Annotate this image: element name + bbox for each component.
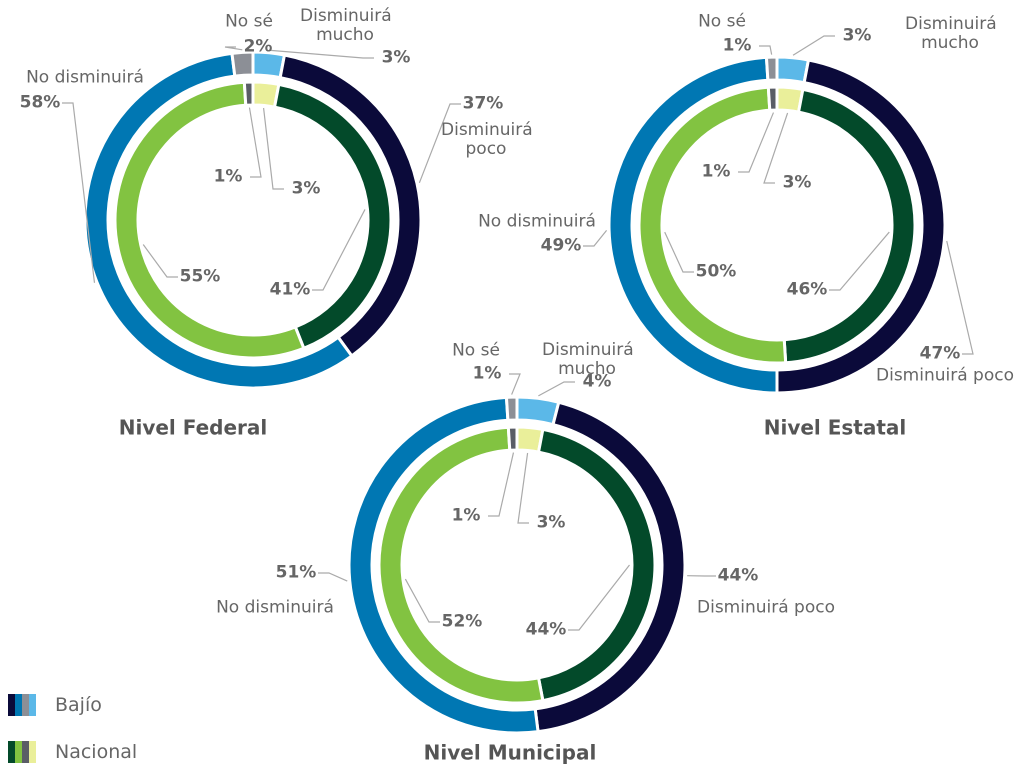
leader-line bbox=[418, 103, 461, 184]
category-label: No sé bbox=[225, 11, 273, 32]
value-label: 49% bbox=[540, 235, 582, 256]
value-label: 44% bbox=[717, 565, 759, 586]
value-label: 55% bbox=[179, 266, 221, 287]
legend-swatch bbox=[29, 741, 36, 763]
legend-label: Nacional bbox=[55, 741, 138, 763]
leader-line bbox=[312, 209, 366, 291]
leader-line bbox=[268, 49, 374, 59]
legend-swatch bbox=[8, 694, 15, 716]
value-label: 3% bbox=[291, 178, 321, 199]
legend-swatch bbox=[15, 694, 22, 716]
category-label: Disminuirá mucho bbox=[300, 6, 392, 45]
category-label: Disminuirá poco bbox=[876, 365, 1014, 386]
value-label: 58% bbox=[19, 92, 61, 113]
leader-line bbox=[318, 572, 348, 582]
value-label: 3% bbox=[536, 512, 566, 533]
value-label: 50% bbox=[695, 261, 737, 282]
leader-line bbox=[262, 107, 284, 190]
value-label: 46% bbox=[786, 279, 828, 300]
category-label: No sé bbox=[698, 11, 746, 32]
chart-title: Nivel Municipal bbox=[423, 740, 597, 765]
leader-line bbox=[224, 46, 243, 51]
legend-swatch bbox=[8, 741, 15, 763]
value-label: 3% bbox=[842, 25, 872, 46]
chart-title: Nivel Estatal bbox=[763, 415, 907, 440]
value-label: 1% bbox=[472, 363, 502, 384]
category-label: Disminuirá poco bbox=[697, 597, 835, 618]
donut-segment bbox=[766, 85, 779, 112]
value-label: 1% bbox=[722, 35, 752, 56]
category-label: Disminuirá mucho bbox=[542, 340, 634, 379]
leader-line bbox=[488, 452, 515, 517]
value-label: 1% bbox=[213, 166, 243, 187]
value-label: 4% bbox=[582, 371, 612, 392]
leader-line bbox=[763, 112, 789, 184]
value-label: 41% bbox=[269, 279, 311, 300]
value-label: 52% bbox=[441, 611, 483, 632]
legend-swatch bbox=[29, 694, 36, 716]
leader-line bbox=[509, 373, 521, 395]
donut-segment bbox=[242, 80, 255, 107]
leader-line bbox=[517, 452, 529, 524]
value-label: 37% bbox=[462, 93, 504, 114]
value-label: 2% bbox=[243, 36, 273, 57]
leader-line bbox=[946, 240, 974, 355]
leader-line bbox=[248, 107, 262, 178]
donut-segment bbox=[515, 395, 561, 427]
donut-segment bbox=[230, 50, 255, 78]
leader-line bbox=[583, 229, 608, 247]
category-label: Disminuirá mucho bbox=[905, 14, 997, 53]
category-label: No sé bbox=[452, 340, 500, 361]
chart-title: Nivel Federal bbox=[118, 415, 268, 440]
leader-line bbox=[738, 112, 775, 173]
value-label: 1% bbox=[451, 505, 481, 526]
legend-swatch bbox=[22, 694, 29, 716]
leader-line bbox=[792, 35, 835, 56]
leader-line bbox=[142, 244, 178, 278]
legend-swatch bbox=[15, 741, 22, 763]
leader-line bbox=[404, 578, 440, 623]
leader-line bbox=[664, 231, 694, 273]
donut-segment bbox=[504, 395, 519, 422]
category-label: No disminuirá bbox=[216, 597, 334, 618]
value-label: 1% bbox=[701, 161, 731, 182]
value-label: 3% bbox=[782, 172, 812, 193]
value-label: 51% bbox=[275, 562, 317, 583]
leader-line bbox=[568, 564, 630, 631]
category-label: No disminuirá bbox=[26, 67, 144, 88]
leader-line bbox=[829, 231, 890, 291]
value-label: 44% bbox=[525, 619, 567, 640]
leader-line bbox=[759, 45, 773, 55]
legend-swatch bbox=[22, 741, 29, 763]
category-label: No disminuirá bbox=[478, 211, 596, 232]
value-label: 47% bbox=[919, 343, 961, 364]
donut-segment bbox=[764, 55, 779, 82]
leader-line bbox=[538, 381, 575, 397]
donut-segment bbox=[506, 425, 519, 452]
leader-line bbox=[62, 102, 96, 283]
category-label: Disminuirá poco bbox=[441, 120, 533, 159]
value-label: 3% bbox=[381, 47, 411, 68]
legend-label: Bajío bbox=[55, 694, 102, 716]
